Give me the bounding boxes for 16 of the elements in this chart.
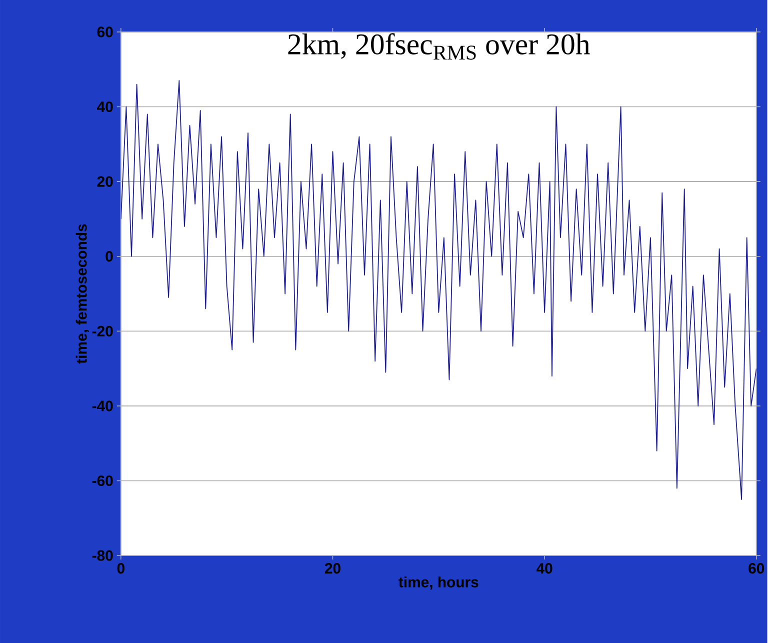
y-tick-label: 60 bbox=[97, 26, 113, 38]
x-tick-label: 0 bbox=[117, 562, 124, 574]
y-tick-label: 0 bbox=[106, 250, 113, 262]
x-axis-title: time, hours bbox=[398, 576, 478, 590]
y-tick-label: -60 bbox=[92, 475, 113, 486]
x-tick-label: 60 bbox=[748, 562, 764, 574]
y-tick-label: -20 bbox=[92, 326, 113, 336]
chart-title: 2km, 20fsec$_{RMS}$ over 20h bbox=[288, 32, 590, 60]
x-tick-label: 20 bbox=[324, 562, 340, 574]
y-axis-title: time, femtoseconds bbox=[76, 224, 89, 364]
x-tick-label: 40 bbox=[536, 562, 552, 574]
line-series bbox=[120, 80, 756, 500]
y-tick-label: 20 bbox=[97, 176, 113, 187]
y-tick-label: -40 bbox=[92, 400, 113, 411]
y-tick-label: 40 bbox=[97, 101, 113, 112]
y-tick-label: -80 bbox=[92, 550, 113, 561]
